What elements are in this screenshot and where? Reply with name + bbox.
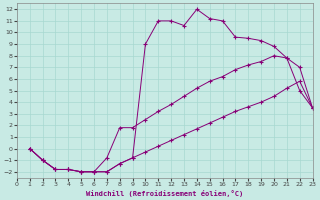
X-axis label: Windchill (Refroidissement éolien,°C): Windchill (Refroidissement éolien,°C)	[86, 190, 243, 197]
